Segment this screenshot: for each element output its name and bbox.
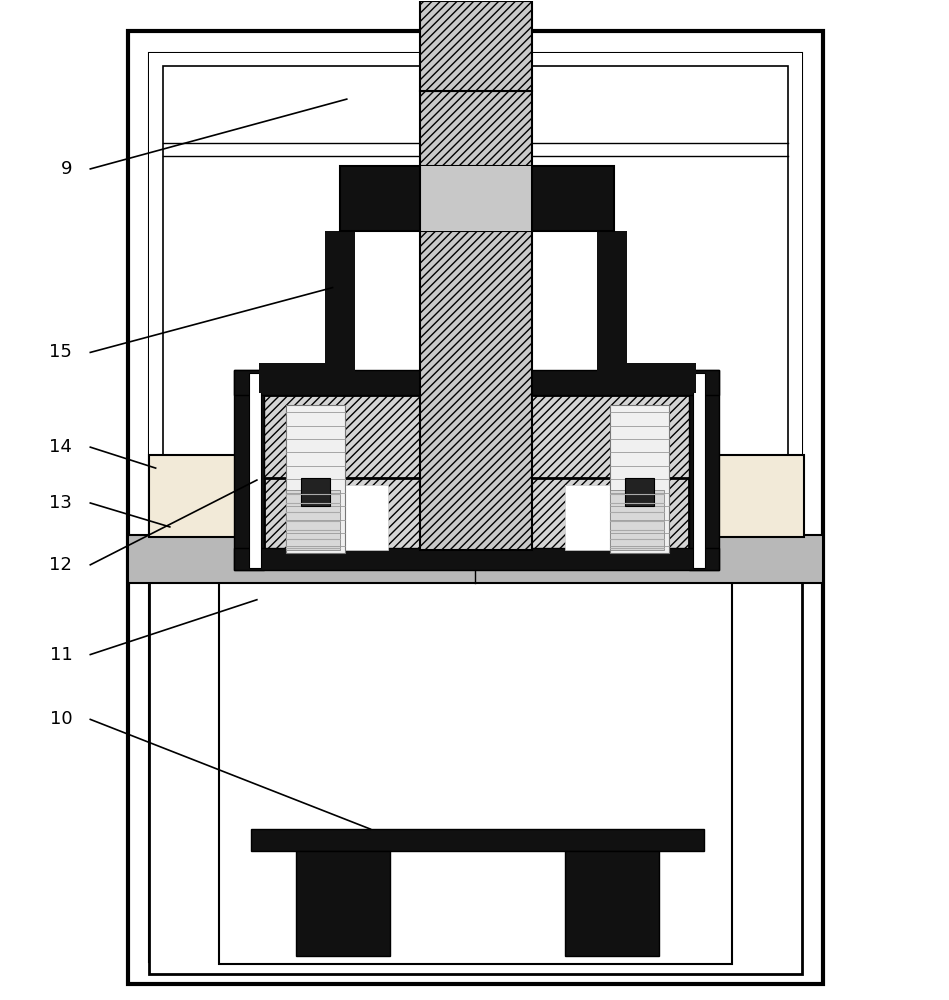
Bar bbox=[249, 373, 261, 568]
Bar bbox=[420, 1, 531, 91]
Bar bbox=[565, 851, 660, 956]
Bar bbox=[609, 490, 664, 550]
Bar bbox=[128, 535, 823, 583]
Bar bbox=[299, 485, 388, 550]
Text: 12: 12 bbox=[49, 556, 72, 574]
Bar bbox=[644, 455, 804, 537]
Bar bbox=[286, 405, 345, 553]
Text: 14: 14 bbox=[49, 438, 72, 456]
Bar bbox=[326, 231, 355, 370]
Bar bbox=[609, 405, 669, 553]
Bar bbox=[597, 363, 697, 393]
Bar bbox=[259, 395, 695, 550]
Bar bbox=[295, 851, 390, 956]
Bar bbox=[149, 455, 308, 537]
Bar bbox=[420, 91, 531, 550]
Bar bbox=[689, 370, 719, 570]
Bar bbox=[624, 478, 655, 506]
Bar bbox=[233, 370, 264, 570]
Text: 9: 9 bbox=[61, 160, 72, 178]
Text: 13: 13 bbox=[49, 494, 72, 512]
Bar bbox=[149, 53, 802, 535]
Bar bbox=[233, 548, 719, 570]
Bar bbox=[163, 66, 788, 535]
Bar bbox=[420, 166, 531, 231]
Bar bbox=[219, 560, 733, 964]
Bar bbox=[694, 373, 705, 568]
Bar bbox=[301, 478, 330, 506]
Bar bbox=[286, 490, 341, 550]
Bar bbox=[251, 829, 704, 851]
Text: 15: 15 bbox=[49, 343, 72, 361]
Bar bbox=[597, 231, 626, 370]
Bar bbox=[264, 478, 689, 558]
Text: 10: 10 bbox=[49, 710, 72, 728]
Bar bbox=[149, 535, 802, 974]
Bar bbox=[565, 485, 655, 550]
Text: 11: 11 bbox=[49, 646, 72, 664]
Bar bbox=[259, 363, 355, 393]
Bar bbox=[163, 66, 788, 962]
Bar bbox=[341, 166, 614, 231]
Bar bbox=[149, 53, 802, 962]
Bar bbox=[233, 370, 719, 395]
Bar bbox=[128, 31, 823, 984]
